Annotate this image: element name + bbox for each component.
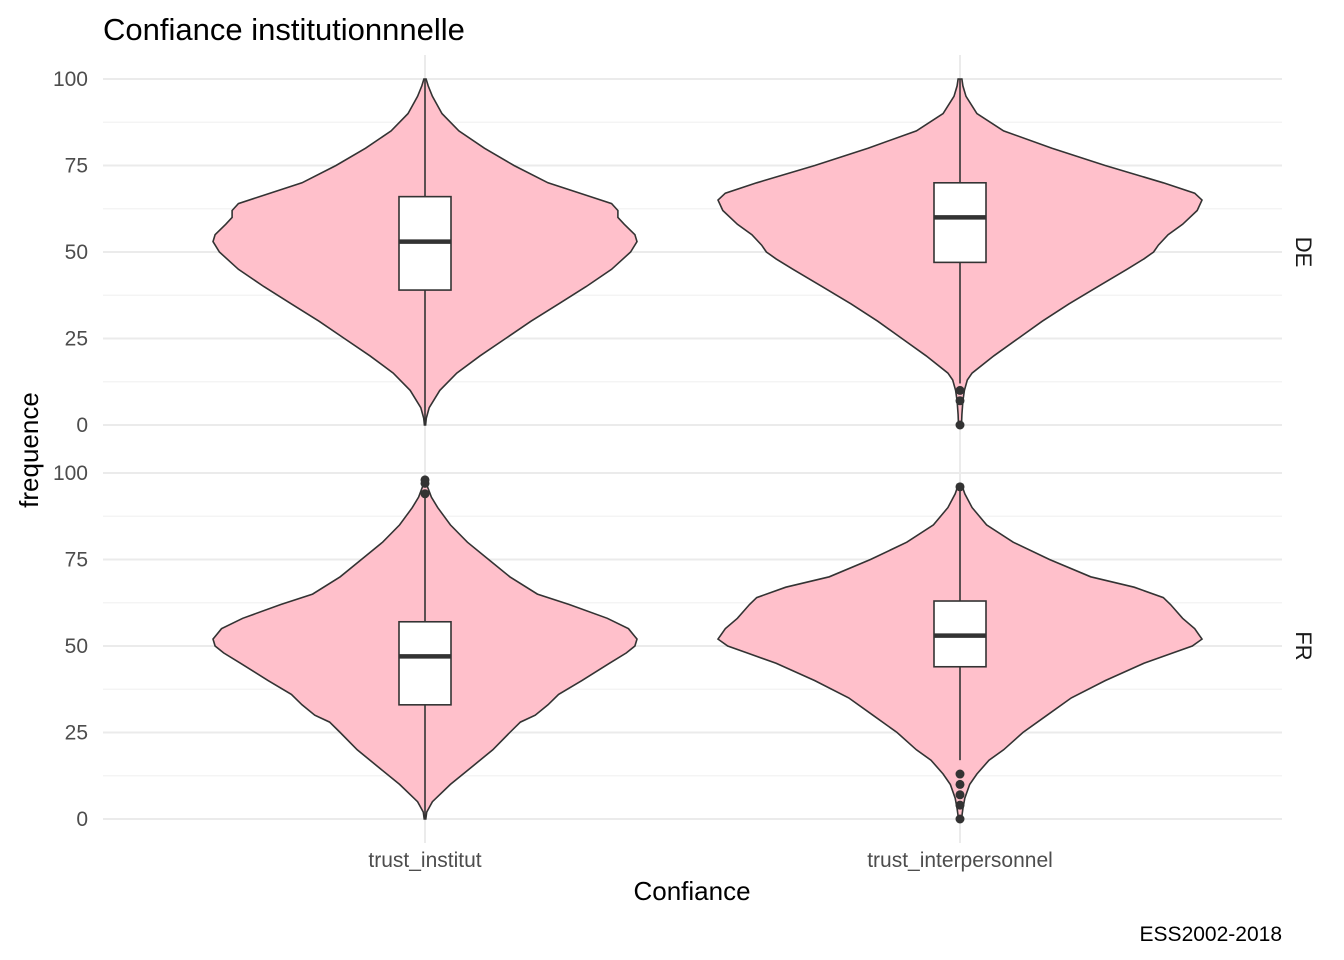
y-tick-label: 50 bbox=[65, 635, 88, 658]
outlier-point bbox=[955, 769, 965, 779]
outlier-point bbox=[955, 482, 965, 492]
x-tick-label: trust_institut bbox=[368, 849, 481, 872]
y-axis-title: frequence bbox=[14, 392, 44, 508]
facet-panel-fr: 0 25 50 75 100 FR bbox=[53, 449, 1316, 843]
iqr-box bbox=[398, 620, 452, 706]
y-tick-label: 0 bbox=[76, 808, 88, 831]
outlier-point bbox=[955, 814, 965, 824]
facet-panel-de: 0 25 50 75 100 DE bbox=[53, 55, 1316, 449]
outlier-point bbox=[955, 420, 965, 430]
y-tick-label: 50 bbox=[65, 241, 88, 264]
caption: ESS2002-2018 bbox=[1140, 923, 1282, 946]
iqr-box bbox=[933, 182, 987, 264]
y-tick-label: 100 bbox=[53, 68, 88, 91]
violin-group-trust-interpersonnel bbox=[716, 482, 1204, 824]
outlier-point bbox=[955, 396, 965, 406]
y-tick-label: 0 bbox=[76, 414, 88, 437]
y-tick-label: 25 bbox=[65, 328, 88, 351]
outlier-point bbox=[420, 475, 430, 485]
x-tick-label: trust_interpersonnel bbox=[867, 849, 1053, 872]
outlier-point bbox=[420, 489, 430, 499]
outlier-point bbox=[955, 790, 965, 800]
outlier-point bbox=[955, 385, 965, 395]
y-tick-label: 25 bbox=[65, 722, 88, 745]
y-tick-label: 75 bbox=[65, 549, 88, 572]
violin-group-trust-interpersonnel bbox=[717, 78, 1203, 430]
outlier-point bbox=[955, 800, 965, 810]
chart-title: Confiance institutionnnelle bbox=[103, 12, 465, 47]
y-tick-label: 100 bbox=[53, 462, 88, 485]
violin-group-trust-institut bbox=[212, 78, 638, 426]
violin-group-trust-institut bbox=[212, 475, 638, 820]
facet-strip-label: FR bbox=[1291, 631, 1316, 660]
outlier-point bbox=[955, 779, 965, 789]
y-tick-label: 75 bbox=[65, 155, 88, 178]
plot-area: 0 25 50 75 100 DE 0 25 50 75 100 FR trust_institut tr… bbox=[53, 55, 1316, 872]
x-axis-title: Confiance bbox=[633, 876, 750, 906]
facet-strip-label: DE bbox=[1291, 237, 1316, 268]
